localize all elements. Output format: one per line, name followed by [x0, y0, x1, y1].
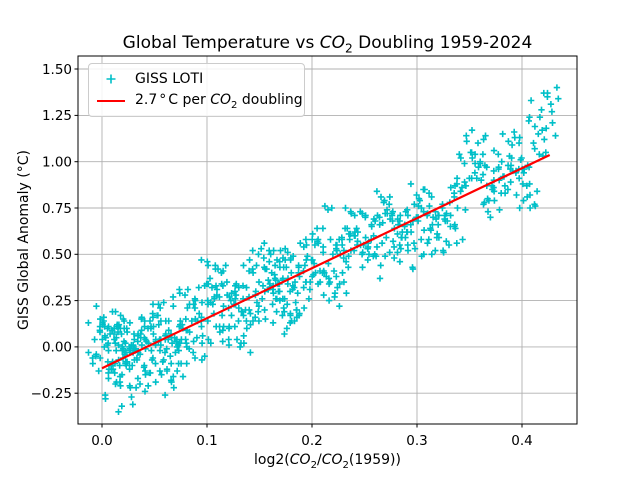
legend-label-giss-loti: GISS LOTI	[135, 71, 204, 87]
x-axis-label-sub1: 2	[310, 459, 317, 471]
y-tick-label: 0.00	[42, 340, 72, 356]
y-tick-label: 0.25	[42, 293, 72, 309]
x-tick-label: 0.2	[301, 433, 322, 449]
x-axis-label-co2: CO	[321, 452, 343, 468]
y-tick-label: 1.25	[42, 108, 72, 124]
y-tick-label: −0.25	[31, 386, 72, 402]
x-axis-label-sub2: 2	[342, 459, 349, 471]
chart-title-co2-sub: 2	[344, 41, 353, 56]
line-sample-icon	[94, 94, 128, 108]
y-tick-label: 0.50	[42, 247, 72, 263]
x-tick-label: 0.0	[91, 433, 112, 449]
x-axis-label: log2(CO2/CO2(1959))	[78, 452, 577, 471]
chart-title-text: Global Temperature vs	[122, 33, 320, 53]
x-axis-label-slash: /	[316, 452, 322, 468]
trend-label-post: doubling	[237, 91, 303, 108]
axes-spines	[77, 55, 578, 425]
scatter-points	[85, 84, 562, 415]
y-tick-label: 1.00	[42, 155, 72, 171]
x-tick-label: 0.1	[196, 433, 217, 449]
x-tick-label: 0.3	[406, 433, 427, 449]
y-axis-label: GISS Global Anomaly (°C)	[16, 150, 32, 330]
y-tick-label: 1.50	[42, 62, 72, 78]
x-axis-label-co1: CO	[289, 452, 311, 468]
trend-label-degree: °	[159, 91, 167, 108]
chart-title: Global Temperature vs CO2 Doubling 1959-…	[78, 33, 577, 55]
legend-item-trend: 2.7 ° C per CO2 doubling	[94, 90, 304, 112]
y-tick-label: 0.75	[42, 201, 72, 217]
legend-label-trend: 2.7 ° C per CO2 doubling	[135, 92, 303, 111]
legend-item-giss-loti: GISS LOTI	[94, 68, 304, 90]
legend: GISS LOTI 2.7 ° C per CO2 doubling	[88, 63, 305, 117]
trend-label-co: CO	[210, 91, 231, 108]
chart-title-text-post: Doubling 1959-2024	[352, 33, 533, 53]
x-axis-label-year: (1959))	[348, 452, 401, 468]
chart-title-co2-italic: CO	[319, 33, 345, 53]
trend-line	[101, 154, 551, 370]
trend-label-sub: 2	[231, 99, 238, 111]
x-tick-label: 0.4	[511, 433, 532, 449]
trend-label-value: 2.7	[135, 91, 158, 108]
trend-label-unit: C per	[168, 91, 211, 108]
x-axis-label-log: log2(	[254, 452, 290, 468]
plus-marker-icon	[94, 72, 128, 86]
